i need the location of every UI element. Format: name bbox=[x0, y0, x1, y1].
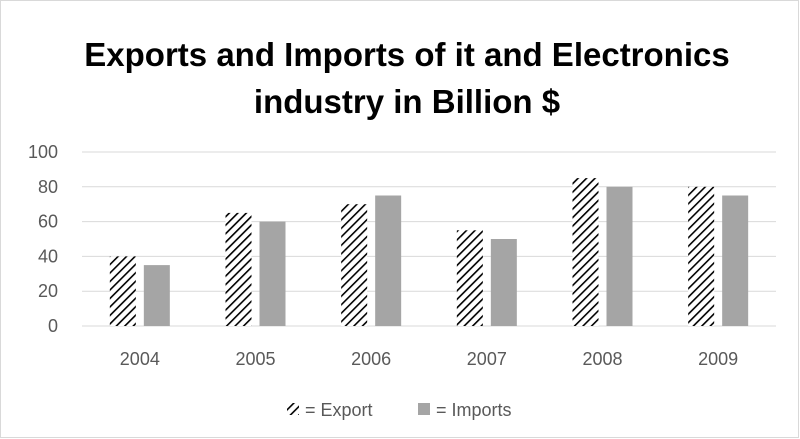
x-tick-label-2004: 2004 bbox=[120, 349, 160, 369]
bar-imports-2009 bbox=[722, 195, 749, 326]
bar-imports-2006 bbox=[375, 195, 402, 326]
bar-export-2004 bbox=[109, 256, 136, 326]
bar-export-2006 bbox=[341, 204, 368, 326]
x-tick-label-2008: 2008 bbox=[582, 349, 622, 369]
x-tick-label-2006: 2006 bbox=[351, 349, 391, 369]
x-tick-label-2007: 2007 bbox=[467, 349, 507, 369]
bar-imports-2007 bbox=[490, 239, 517, 326]
legend-swatch-export bbox=[287, 403, 299, 415]
x-tick-label-2009: 2009 bbox=[698, 349, 738, 369]
chart-title-line-1: Exports and Imports of it and Electronic… bbox=[84, 36, 729, 73]
legend-swatch-imports bbox=[418, 403, 430, 415]
bar-export-2005 bbox=[225, 212, 252, 326]
gridlines bbox=[82, 151, 776, 327]
y-tick-label: 20 bbox=[38, 281, 58, 301]
chart-title-line-2: industry in Billion $ bbox=[254, 83, 560, 120]
y-tick-label: 40 bbox=[38, 246, 58, 266]
x-axis-tick-labels: 2004 2005 2006 2007 2008 2009 bbox=[120, 349, 738, 369]
bar-export-2008 bbox=[572, 178, 599, 326]
x-tick-label-2005: 2005 bbox=[235, 349, 275, 369]
bar-imports-2008 bbox=[606, 186, 633, 326]
bar-imports-2005 bbox=[259, 221, 286, 326]
y-tick-label: 60 bbox=[38, 212, 58, 232]
legend: = Export = Imports bbox=[287, 400, 512, 420]
bar-export-2009 bbox=[688, 186, 715, 326]
y-tick-label: 0 bbox=[48, 316, 58, 336]
bars bbox=[109, 178, 749, 326]
bar-imports-2004 bbox=[143, 265, 170, 326]
y-tick-label: 100 bbox=[28, 142, 58, 162]
y-axis-tick-labels: 0 20 40 60 80 100 bbox=[28, 142, 58, 336]
bar-export-2007 bbox=[456, 230, 483, 326]
legend-label-imports: = Imports bbox=[436, 400, 512, 420]
y-tick-label: 80 bbox=[38, 177, 58, 197]
legend-label-export: = Export bbox=[305, 400, 373, 420]
